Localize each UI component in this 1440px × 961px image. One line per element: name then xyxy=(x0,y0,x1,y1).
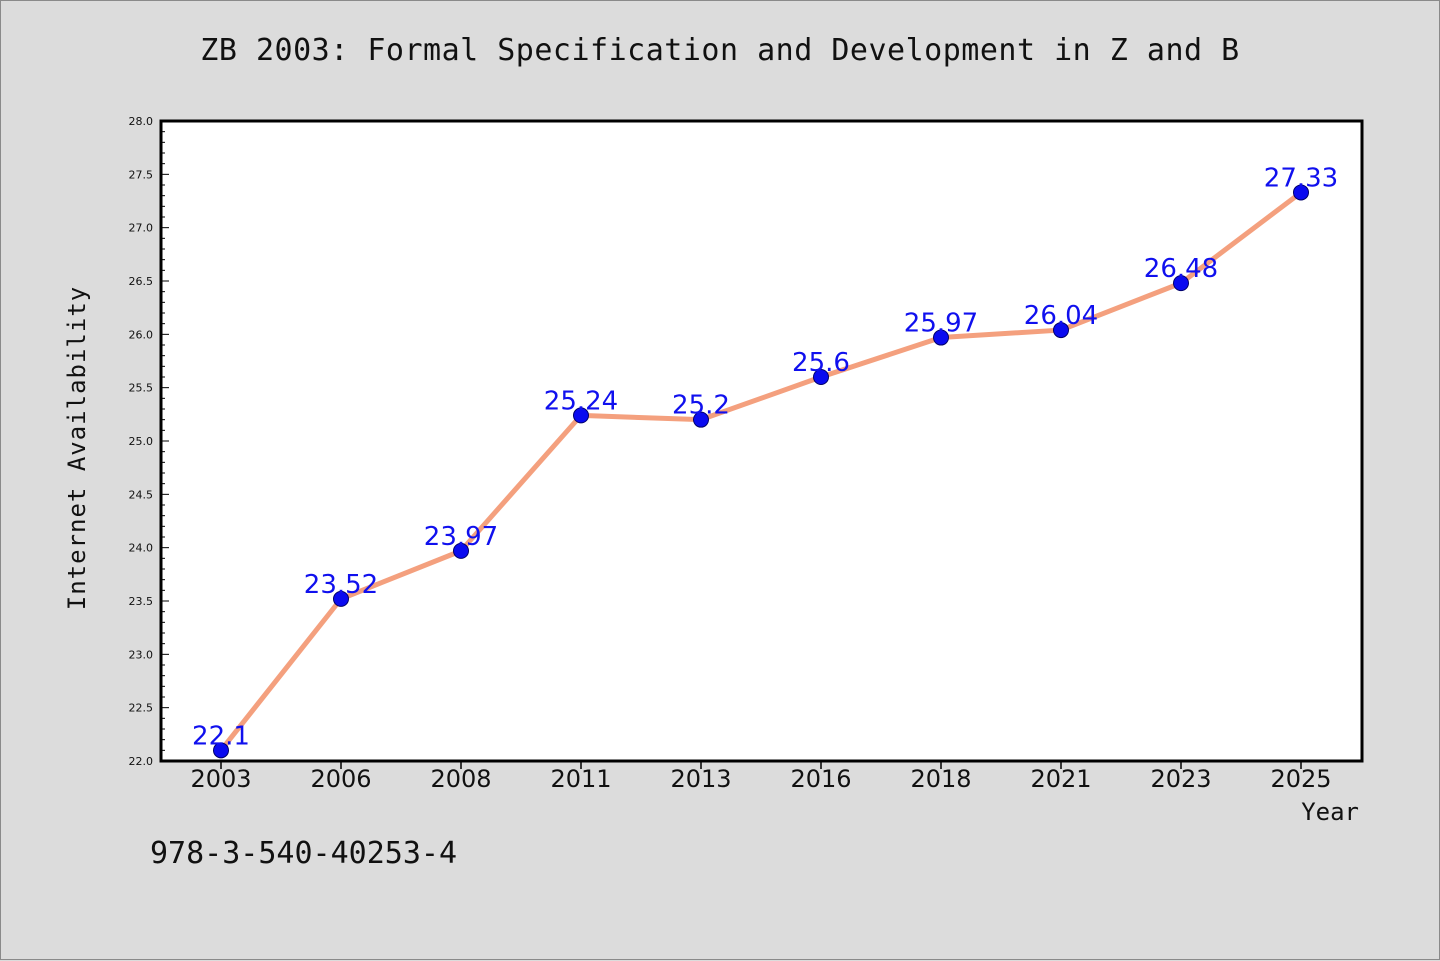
data-label: 25.97 xyxy=(904,309,978,339)
data-point xyxy=(453,542,469,559)
data-point xyxy=(813,369,829,385)
x-tick-label: 2006 xyxy=(310,765,371,793)
x-axis-label: Year xyxy=(1301,798,1359,826)
data-label: 23.52 xyxy=(304,570,378,600)
x-tick-label: 2016 xyxy=(790,765,851,793)
y-tick-label: 26.0 xyxy=(129,328,154,341)
data-point xyxy=(573,407,589,424)
data-label: 25.2 xyxy=(672,391,730,421)
y-tick-label: 23.0 xyxy=(129,648,154,661)
y-tick-label: 26.5 xyxy=(129,275,154,288)
y-tick-label: 25.0 xyxy=(129,435,154,448)
x-tick-label: 2003 xyxy=(190,765,251,793)
y-tick-label: 24.0 xyxy=(129,542,154,555)
data-label: 25.6 xyxy=(792,348,850,378)
isbn-text: 978-3-540-40253-4 xyxy=(150,836,458,871)
y-tick-label: 28.0 xyxy=(129,115,154,128)
data-label: 27.33 xyxy=(1264,163,1338,193)
data-point xyxy=(693,411,709,428)
data-label: 23.97 xyxy=(424,522,498,552)
data-label: 22.1 xyxy=(192,721,250,751)
y-tick-label: 22.0 xyxy=(129,755,154,768)
plot-area xyxy=(159,119,1364,763)
data-label: 26.48 xyxy=(1144,254,1218,284)
x-tick-label: 2013 xyxy=(670,765,731,793)
x-tick-label: 2008 xyxy=(430,765,491,793)
x-tick-label: 2011 xyxy=(550,765,611,793)
data-point xyxy=(213,742,229,759)
y-tick-label: 27.5 xyxy=(129,168,154,181)
data-point xyxy=(933,329,949,346)
data-point xyxy=(1293,184,1309,201)
data-label: 25.24 xyxy=(544,386,618,416)
data-point xyxy=(1053,322,1069,339)
chart-title: ZB 2003: Formal Specification and Develo… xyxy=(200,33,1240,68)
y-tick-label: 25.5 xyxy=(129,382,154,395)
y-tick-label: 22.5 xyxy=(129,702,154,715)
y-tick-label: 27.0 xyxy=(129,222,154,235)
y-tick-label: 23.5 xyxy=(129,595,154,608)
x-tick-label: 2018 xyxy=(910,765,971,793)
x-tick-label: 2023 xyxy=(1150,765,1211,793)
data-point xyxy=(1173,275,1189,292)
series-line xyxy=(218,189,1304,753)
data-point xyxy=(333,590,349,607)
data-label: 26.04 xyxy=(1024,301,1098,331)
y-tick-label: 24.5 xyxy=(129,488,154,501)
x-tick-label: 2025 xyxy=(1270,765,1331,793)
x-tick-label: 2021 xyxy=(1030,765,1091,793)
